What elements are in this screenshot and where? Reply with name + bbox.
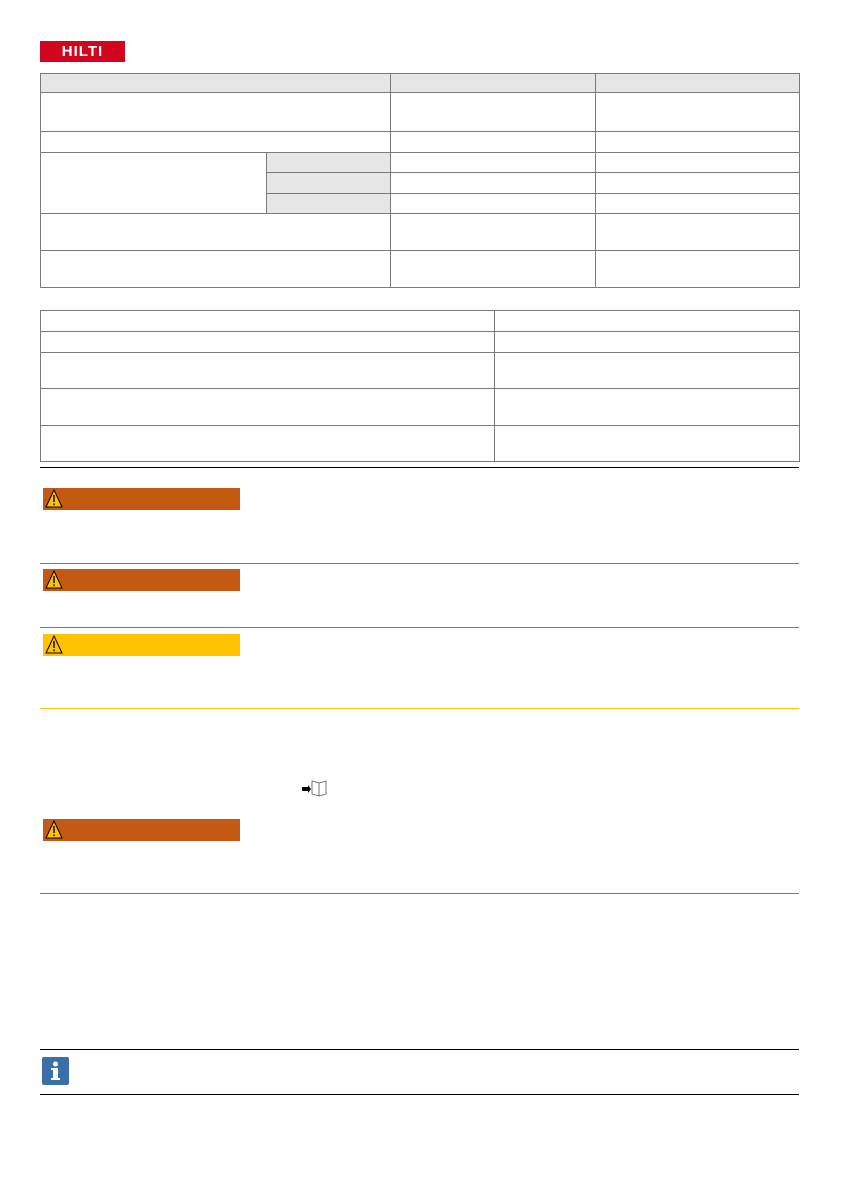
table-row [40, 388, 800, 426]
read-manual-icon [302, 780, 327, 797]
divider [40, 1094, 799, 1095]
warning-triangle-icon [45, 570, 63, 589]
table-row [40, 352, 800, 389]
divider [40, 893, 799, 894]
table-row [40, 131, 800, 153]
table-row [40, 310, 800, 332]
warning-triangle-icon [45, 820, 63, 839]
warning-triangle-icon [45, 489, 63, 508]
warning-triangle-icon [45, 635, 63, 654]
divider [40, 627, 799, 628]
table-row [40, 331, 800, 353]
divider [40, 708, 799, 709]
divider [40, 563, 799, 564]
table-row [40, 250, 800, 288]
table-row [40, 152, 800, 214]
caution-banner [43, 634, 240, 656]
info-icon [42, 1057, 69, 1085]
warning-banner [43, 488, 240, 510]
specs-table-2 [40, 310, 800, 462]
divider [40, 1049, 799, 1050]
table-row [40, 213, 800, 251]
table-row [40, 425, 800, 462]
warning-banner [43, 569, 240, 591]
table-row [40, 92, 800, 132]
hilti-logo: HILTI [40, 41, 125, 62]
warning-banner [43, 819, 240, 841]
table-row [41, 193, 800, 214]
divider [40, 467, 799, 468]
table-header-row [40, 73, 800, 93]
specs-table [40, 73, 800, 288]
